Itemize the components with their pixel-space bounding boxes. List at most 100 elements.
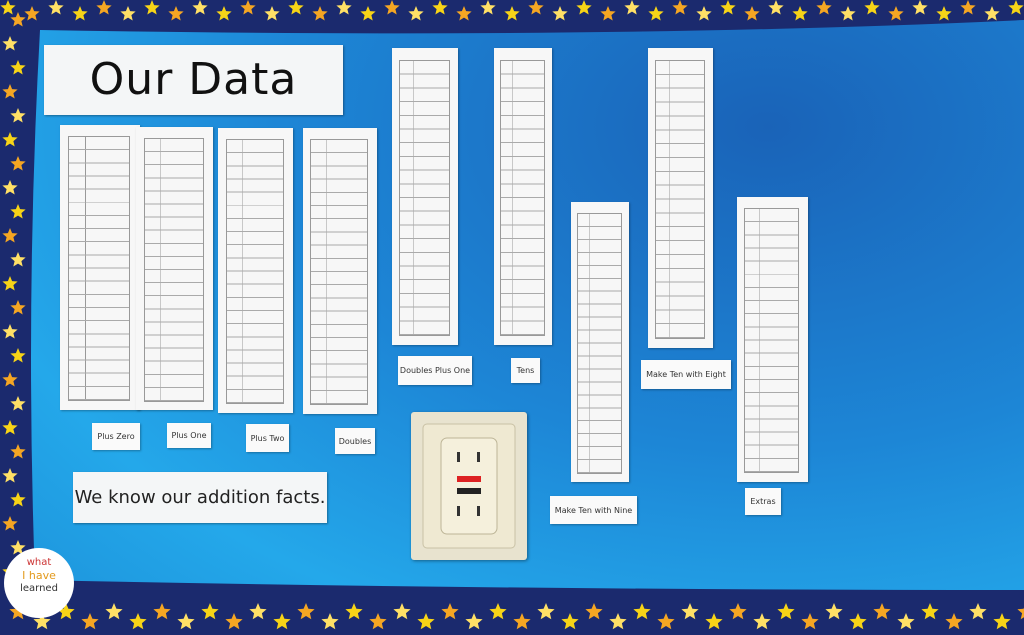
star	[360, 6, 376, 21]
star	[585, 603, 603, 620]
star	[456, 6, 472, 21]
strip-label: Plus Zero	[92, 423, 140, 450]
tally-strip	[494, 48, 552, 345]
star	[10, 108, 26, 123]
star	[2, 36, 18, 51]
star	[633, 603, 651, 620]
star	[960, 0, 976, 15]
star	[384, 0, 400, 15]
strip-label: Tens	[511, 358, 540, 383]
title-card: Our Data Wall	[44, 45, 343, 175]
watermark-text: learned	[20, 583, 58, 594]
star	[10, 444, 26, 459]
star	[513, 613, 531, 630]
strip-grid	[654, 60, 706, 339]
star	[873, 603, 891, 620]
strip-grid	[499, 59, 546, 337]
star	[465, 613, 483, 630]
star	[657, 613, 675, 630]
star	[144, 0, 160, 15]
star	[825, 603, 843, 620]
star	[648, 6, 664, 21]
star	[72, 6, 88, 21]
star	[720, 0, 736, 15]
star	[1008, 0, 1024, 15]
star	[441, 603, 459, 620]
star	[129, 613, 147, 630]
star	[33, 613, 51, 630]
star	[576, 0, 592, 15]
star	[10, 12, 26, 27]
star	[345, 603, 363, 620]
star	[2, 324, 18, 339]
star	[840, 6, 856, 21]
star	[273, 613, 291, 630]
star	[288, 0, 304, 15]
star	[408, 6, 424, 21]
star	[768, 0, 784, 15]
star	[624, 0, 640, 15]
star	[10, 60, 26, 75]
star	[504, 6, 520, 21]
tally-strip	[648, 48, 713, 348]
star	[609, 613, 627, 630]
star	[10, 204, 26, 219]
star	[984, 6, 1000, 21]
star	[921, 603, 939, 620]
star	[672, 0, 688, 15]
star	[105, 603, 123, 620]
star	[201, 603, 219, 620]
star	[2, 228, 18, 243]
star	[816, 0, 832, 15]
watermark-text: I have	[22, 569, 56, 582]
star	[753, 613, 771, 630]
star	[849, 613, 867, 630]
star	[417, 613, 435, 630]
star	[264, 6, 280, 21]
star	[2, 84, 18, 99]
tally-strip	[737, 197, 808, 482]
star	[792, 6, 808, 21]
star	[168, 6, 184, 21]
star	[336, 0, 352, 15]
star	[552, 6, 568, 21]
star	[216, 6, 232, 21]
tally-strip	[303, 128, 377, 414]
star	[192, 0, 208, 15]
star	[432, 0, 448, 15]
star	[777, 603, 795, 620]
star	[321, 613, 339, 630]
star	[57, 603, 75, 620]
star	[297, 603, 315, 620]
star	[312, 6, 328, 21]
star	[681, 603, 699, 620]
outlet-face	[422, 423, 516, 549]
star	[2, 516, 18, 531]
watermark-text: what	[26, 557, 52, 568]
star	[480, 0, 496, 15]
star	[369, 613, 387, 630]
strip-grid	[68, 136, 131, 402]
star	[729, 603, 747, 620]
star	[537, 603, 555, 620]
strip-grid	[225, 139, 284, 405]
star	[2, 276, 18, 291]
star	[888, 6, 904, 21]
star	[993, 613, 1011, 630]
watermark: what I have learned	[4, 548, 74, 618]
strip-grid	[576, 213, 623, 474]
star	[10, 396, 26, 411]
strip-label: Make Ten with Eight	[641, 360, 731, 389]
star	[897, 613, 915, 630]
star	[936, 6, 952, 21]
strip-label: Extras	[745, 488, 781, 515]
strip-grid	[744, 208, 800, 474]
star	[801, 613, 819, 630]
star	[969, 603, 987, 620]
star	[10, 492, 26, 507]
star	[2, 468, 18, 483]
star	[240, 0, 256, 15]
star	[81, 613, 99, 630]
star	[705, 613, 723, 630]
